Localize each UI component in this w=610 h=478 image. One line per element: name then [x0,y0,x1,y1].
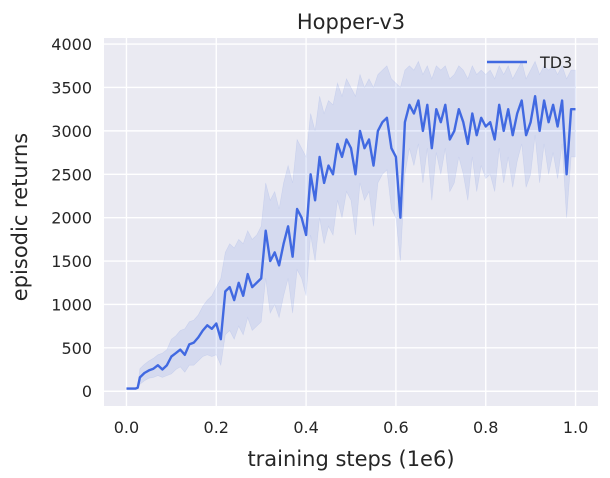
y-axis-title: episodic returns [8,133,32,301]
legend-label-td3: TD3 [539,53,572,72]
x-tick-label: 0.4 [293,418,318,437]
x-tick-label: 1.0 [563,418,588,437]
y-tick-label: 1500 [51,252,92,271]
y-tick-label: 2000 [51,209,92,228]
grid-lines [104,38,598,406]
y-tick-label: 3000 [51,122,92,141]
y-tick-label: 0 [82,382,92,401]
chart-title: Hopper-v3 [297,10,405,34]
y-tick-label: 4000 [51,35,92,54]
x-axis-title: training steps (1e6) [247,447,454,471]
x-tick-label: 0.2 [204,418,229,437]
x-tick-label: 0.0 [114,418,139,437]
y-tick-label: 2500 [51,165,92,184]
legend: TD3 [487,53,572,72]
y-tick-label: 3500 [51,78,92,97]
plot-area [104,38,598,406]
x-axis-ticks: 0.0 0.2 0.4 0.6 0.8 1.0 [114,418,589,437]
y-tick-label: 1000 [51,295,92,314]
y-axis-ticks: 0 500 1000 1500 2000 2500 3000 3500 4000 [51,35,92,401]
td3-confidence-band [126,60,576,390]
x-tick-label: 0.6 [383,418,408,437]
y-tick-label: 500 [61,339,92,358]
td3-series-line [126,95,576,390]
x-tick-label: 0.8 [473,418,498,437]
